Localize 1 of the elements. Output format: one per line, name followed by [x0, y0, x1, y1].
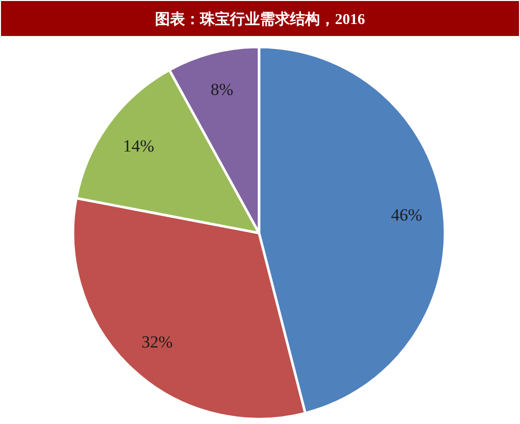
title: 图表：珠宝行业需求结构，2016 [155, 12, 365, 28]
